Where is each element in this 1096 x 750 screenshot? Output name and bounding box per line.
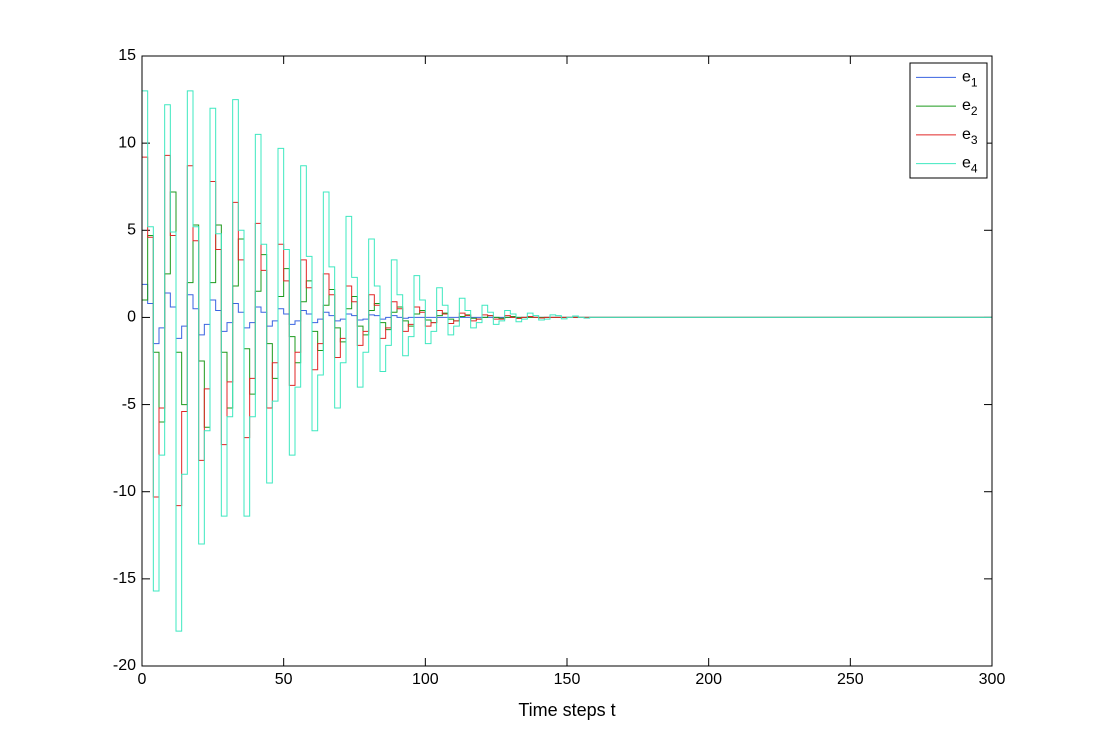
y-tick-label: 10 <box>118 134 136 151</box>
y-tick-label: 0 <box>127 309 136 326</box>
legend-label: e4 <box>962 155 978 176</box>
y-tick-label: 5 <box>127 222 136 239</box>
y-tick-label: -5 <box>122 396 136 413</box>
y-tick-label: 15 <box>118 47 136 64</box>
series-line <box>142 90 992 632</box>
legend-label: e2 <box>962 97 978 118</box>
x-tick-label: 0 <box>138 671 147 688</box>
legend-label: e1 <box>962 69 978 90</box>
y-tick-label: -20 <box>113 657 136 674</box>
legend-box <box>909 62 988 179</box>
y-tick-label: -15 <box>113 570 136 587</box>
x-axis-label: Time steps t <box>518 700 615 720</box>
legend-label: e3 <box>962 126 978 147</box>
x-tick-label: 50 <box>275 671 293 688</box>
x-tick-label: 250 <box>837 671 864 688</box>
plot-frame <box>141 55 993 667</box>
x-tick-label: 300 <box>979 671 1006 688</box>
x-tick-label: 100 <box>412 671 439 688</box>
y-tick-label: -10 <box>113 483 136 500</box>
x-tick-label: 150 <box>554 671 581 688</box>
x-tick-label: 200 <box>695 671 722 688</box>
